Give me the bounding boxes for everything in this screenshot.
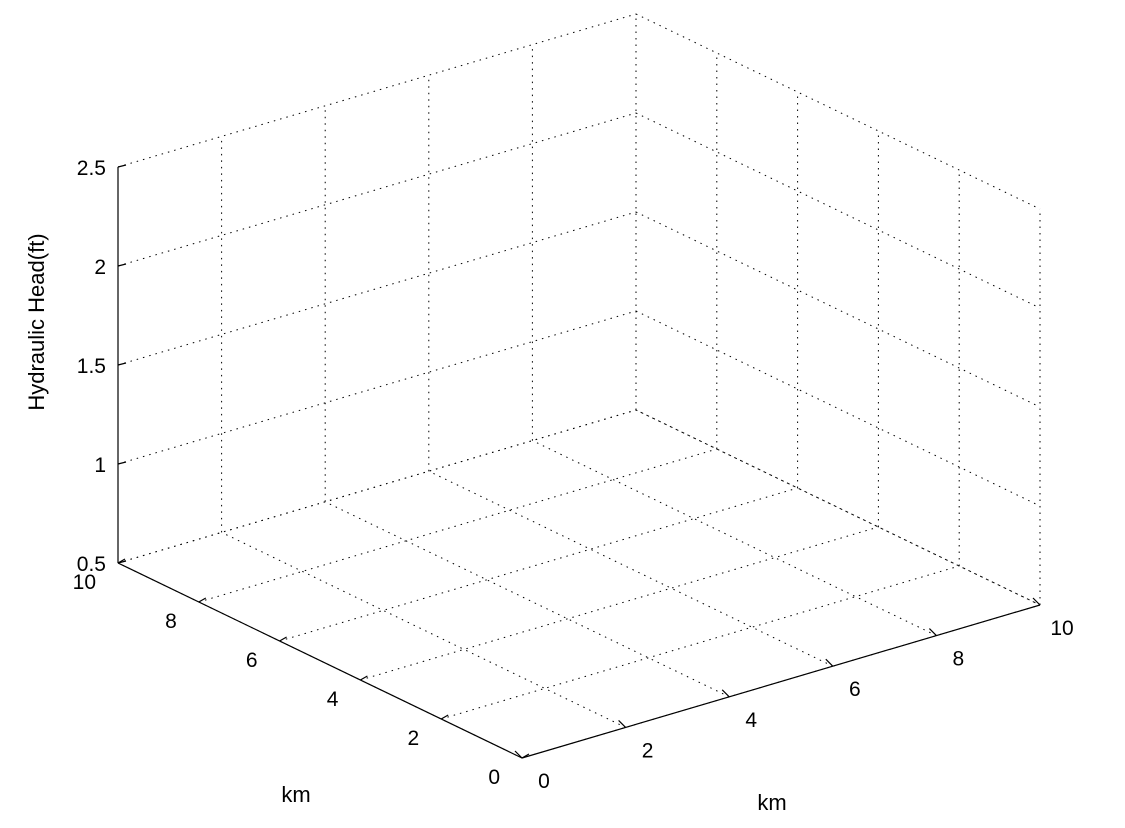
z-tick [117, 263, 127, 267]
grid-line [324, 501, 730, 698]
y-tick-label: 2 [408, 727, 420, 750]
x-tick [1032, 597, 1041, 606]
grid-line [635, 13, 1041, 210]
grid-line [117, 211, 637, 366]
grid-line [635, 409, 1041, 606]
x-tick-label: 8 [953, 648, 965, 671]
z-tick [117, 560, 127, 564]
z-tick [117, 164, 127, 168]
grid-line [117, 13, 637, 168]
grid-line [635, 409, 1041, 606]
z-tick-label: 1 [94, 454, 106, 477]
grid-line [198, 448, 717, 603]
x-axis-line [521, 604, 1041, 759]
x-tick [618, 719, 627, 728]
grid-line [360, 526, 879, 681]
y-tick-label: 10 [73, 571, 96, 594]
grid-line [221, 531, 626, 728]
grid-line [532, 440, 937, 637]
x-tick [928, 628, 937, 637]
grid-line [428, 470, 834, 667]
x-tick-label: 0 [538, 770, 550, 793]
y-axis-label: km [281, 782, 310, 807]
y-tick-label: 0 [488, 766, 500, 789]
grid-line [117, 112, 637, 267]
x-tick-label: 10 [1050, 617, 1073, 640]
x-tick [721, 689, 730, 698]
y-tick [198, 597, 207, 603]
grid-line [117, 409, 637, 564]
y-tick-label: 6 [246, 649, 258, 672]
y-tick [521, 753, 530, 759]
y-tick [279, 636, 287, 642]
z-tick-label: 2 [94, 256, 106, 279]
grid-line [635, 112, 1041, 309]
grid-line [441, 565, 960, 720]
x-tick [514, 750, 523, 759]
x-tick-label: 4 [745, 709, 757, 732]
axes [117, 164, 1041, 759]
x-tick [825, 658, 834, 667]
z-tick-label: 1.5 [77, 355, 106, 378]
x-axis-label: km [757, 790, 786, 815]
x-tick-label: 6 [849, 678, 861, 701]
y-tick [440, 714, 449, 720]
z-tick-label: 0.5 [77, 553, 106, 576]
grid-line [279, 487, 798, 642]
grid-lines [117, 13, 1041, 759]
grid-line [117, 310, 637, 465]
z-tick [117, 362, 127, 366]
y-tick-label: 8 [165, 610, 177, 633]
y-tick-label: 4 [327, 688, 339, 711]
grid-line [117, 409, 637, 564]
y-tick [360, 675, 368, 681]
z-tick [117, 461, 127, 465]
z-axis-label: Hydraulic Head(ft) [24, 233, 49, 410]
grid-line [635, 211, 1041, 408]
y-axis-line [117, 562, 523, 759]
grid-line [635, 310, 1041, 507]
z-tick-label: 2.5 [77, 157, 106, 180]
x-tick-label: 2 [642, 739, 654, 762]
